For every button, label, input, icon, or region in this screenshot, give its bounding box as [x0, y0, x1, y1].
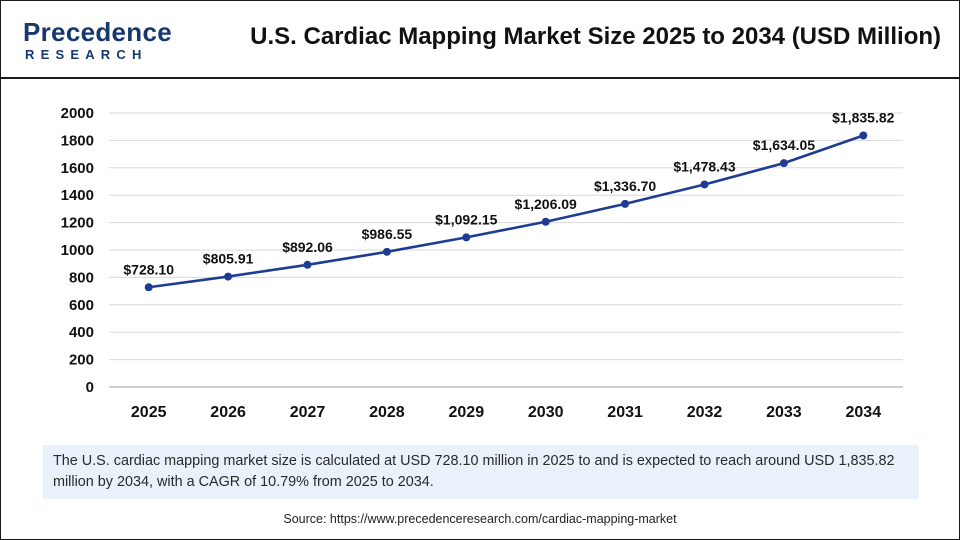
x-tick-label: 2028 [369, 404, 405, 421]
y-tick-label: 800 [69, 269, 94, 286]
page-title: U.S. Cardiac Mapping Market Size 2025 to… [250, 23, 941, 50]
data-point [621, 199, 630, 208]
x-tick-label: 2034 [846, 404, 882, 421]
data-label: $986.55 [362, 226, 413, 242]
x-tick-label: 2033 [766, 404, 802, 421]
y-tick-label: 1800 [61, 132, 94, 149]
summary-box: The U.S. cardiac mapping market size is … [43, 445, 919, 499]
data-point [700, 180, 709, 189]
header: Precedence RESEARCH U.S. Cardiac Mapping… [1, 1, 959, 77]
data-point [779, 159, 788, 168]
series-line [148, 134, 864, 289]
header-divider [1, 77, 959, 79]
data-point [462, 233, 471, 242]
data-label: $1,634.05 [753, 137, 815, 153]
y-tick-label: 1600 [61, 160, 94, 177]
data-label: $1,092.15 [435, 211, 497, 227]
x-tick-label: 2031 [607, 404, 643, 421]
data-label: $1,835.82 [832, 109, 894, 125]
data-label: $728.10 [123, 261, 174, 277]
y-tick-label: 400 [69, 324, 94, 341]
y-tick-label: 2000 [61, 105, 94, 122]
logo-wordmark: Precedence [23, 17, 172, 47]
x-tick-label: 2025 [131, 404, 167, 421]
data-point [144, 283, 153, 292]
source-note: Source: https://www.precedenceresearch.c… [283, 512, 677, 526]
y-tick-label: 0 [86, 379, 94, 396]
data-point [224, 272, 233, 281]
data-point [303, 260, 312, 269]
y-tick-label: 1200 [61, 215, 94, 232]
x-tick-label: 2027 [290, 404, 326, 421]
data-point [859, 131, 868, 140]
data-point [382, 247, 391, 256]
data-label: $1,478.43 [673, 158, 735, 174]
data-point [541, 217, 550, 226]
data-label: $1,206.09 [515, 196, 577, 212]
logo-subtitle: RESEARCH [25, 47, 148, 62]
x-tick-label: 2032 [687, 404, 723, 421]
y-tick-label: 1400 [61, 187, 94, 204]
brand-logo: Precedence RESEARCH [15, 15, 172, 65]
x-tick-label: 2026 [210, 404, 246, 421]
y-tick-label: 600 [69, 297, 94, 314]
x-tick-label: 2029 [449, 404, 485, 421]
x-tick-label: 2030 [528, 404, 564, 421]
data-label: $1,336.70 [594, 178, 656, 194]
y-tick-label: 200 [69, 352, 94, 369]
line-chart: 0 200 400 600 800 1000 1200 1400 1600 1800 2000 202… [61, 105, 903, 421]
data-label: $805.91 [203, 251, 254, 267]
data-label: $892.06 [282, 239, 333, 255]
y-tick-label: 1000 [61, 242, 94, 259]
